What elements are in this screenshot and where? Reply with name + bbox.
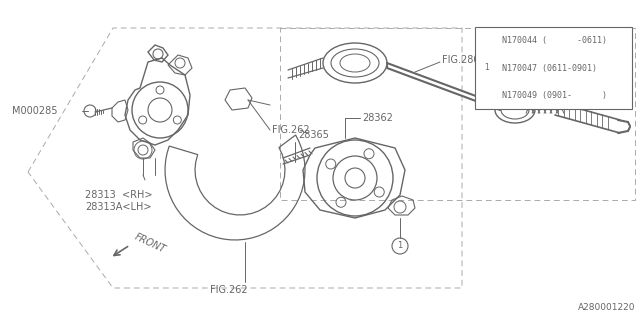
- Text: A280001220: A280001220: [577, 303, 635, 312]
- Text: 1: 1: [397, 242, 403, 251]
- Text: FIG.262: FIG.262: [272, 125, 310, 135]
- Text: FIG.262: FIG.262: [210, 285, 248, 295]
- Text: 28313A<LH>: 28313A<LH>: [85, 202, 152, 212]
- Text: N170047 (0611-0901): N170047 (0611-0901): [502, 63, 597, 73]
- Text: N170044 (      -0611): N170044 ( -0611): [502, 36, 607, 45]
- Bar: [475, 27, 632, 109]
- Text: 28365: 28365: [298, 130, 329, 140]
- Text: 1: 1: [484, 63, 489, 73]
- Text: 28362: 28362: [362, 113, 393, 123]
- Text: FRONT: FRONT: [133, 231, 168, 254]
- Text: FIG.280-2: FIG.280-2: [442, 55, 489, 65]
- Text: 28313  <RH>: 28313 <RH>: [85, 190, 152, 200]
- Text: N170049 (0901-      ): N170049 (0901- ): [502, 91, 607, 100]
- Text: M000285: M000285: [12, 106, 58, 116]
